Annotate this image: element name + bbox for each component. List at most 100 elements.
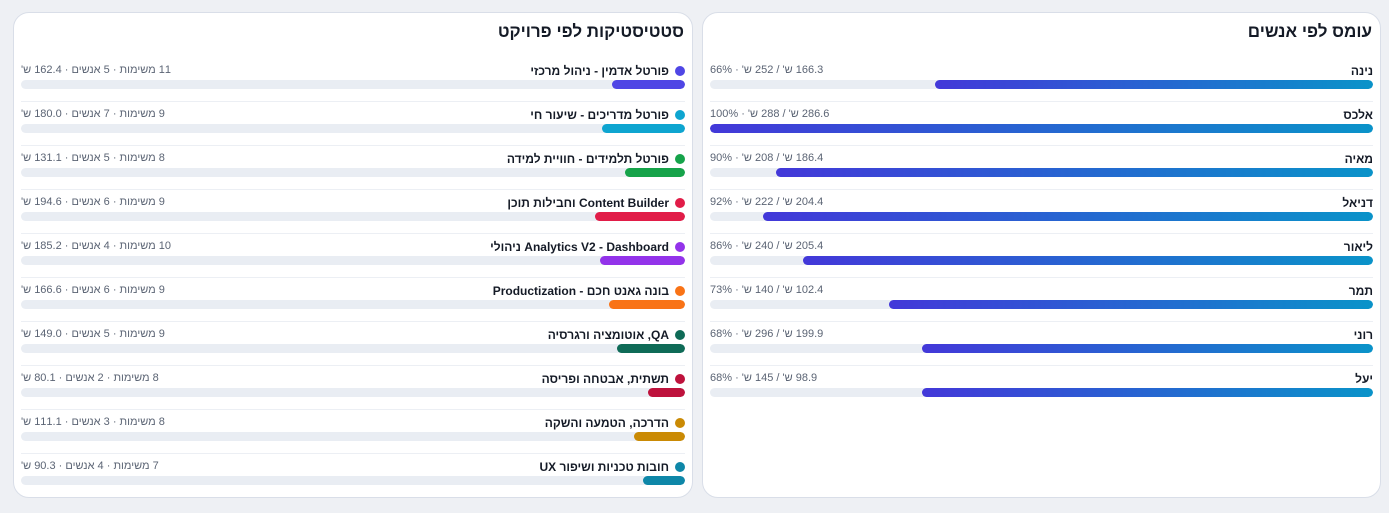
project-progress-fill bbox=[608, 300, 685, 309]
person-load-track bbox=[710, 344, 1373, 353]
person-row[interactable]: נינה 166.3 ש' / 252 ש' · 66% bbox=[710, 58, 1373, 102]
project-color-dot bbox=[675, 330, 685, 340]
person-name: יעל bbox=[1355, 372, 1373, 386]
project-progress-track bbox=[21, 80, 685, 89]
person-stats: 186.4 ש' / 208 ש' · 90% bbox=[710, 152, 824, 164]
project-row[interactable]: QA, אוטומציה ורגרסיה 9 משימות · 5 אנשים … bbox=[21, 322, 685, 366]
project-progress-track bbox=[21, 388, 685, 397]
project-row[interactable]: פורטל תלמידים - חוויית למידה 8 משימות · … bbox=[21, 146, 685, 190]
project-progress-fill bbox=[643, 476, 685, 485]
project-name: בונה גאנט חכם - Productization bbox=[492, 284, 669, 298]
person-name: נינה bbox=[1350, 64, 1373, 78]
project-row[interactable]: Content Builder וחבילות תוכן 9 משימות · … bbox=[21, 190, 685, 234]
project-color-dot bbox=[675, 198, 685, 208]
project-name: פורטל אדמין - ניהול מרכזי bbox=[530, 64, 669, 78]
person-load-track bbox=[710, 388, 1373, 397]
project-stats-panel: סטטיסטיקות לפי פרויקט פורטל אדמין - ניהו… bbox=[13, 12, 693, 498]
people-load-title: עומס לפי אנשים bbox=[1247, 22, 1372, 41]
project-stats: 10 משימות · 4 אנשים · 185.2 ש' bbox=[21, 240, 171, 252]
person-load-track bbox=[710, 256, 1373, 265]
project-name: Analytics V2 - Dashboard ניהולי bbox=[490, 240, 669, 254]
project-name: Content Builder וחבילות תוכן bbox=[507, 196, 669, 210]
project-row[interactable]: פורטל אדמין - ניהול מרכזי 11 משימות · 5 … bbox=[21, 58, 685, 102]
project-progress-track bbox=[21, 476, 685, 485]
project-color-dot bbox=[675, 242, 685, 252]
person-stats: 166.3 ש' / 252 ש' · 66% bbox=[710, 64, 824, 76]
project-progress-track bbox=[21, 124, 685, 133]
project-color-dot bbox=[675, 110, 685, 120]
person-row[interactable]: רוני 199.9 ש' / 296 ש' · 68% bbox=[710, 322, 1373, 366]
project-stats: 9 משימות · 5 אנשים · 149.0 ש' bbox=[21, 328, 165, 340]
project-row[interactable]: Analytics V2 - Dashboard ניהולי 10 משימו… bbox=[21, 234, 685, 278]
person-load-fill bbox=[776, 168, 1373, 177]
person-stats: 204.4 ש' / 222 ש' · 92% bbox=[710, 196, 824, 208]
project-progress-track bbox=[21, 212, 685, 221]
project-name: פורטל מדריכים - שיעור חי bbox=[530, 108, 669, 122]
project-stats: 8 משימות · 5 אנשים · 131.1 ש' bbox=[21, 152, 165, 164]
person-stats: 98.9 ש' / 145 ש' · 68% bbox=[710, 372, 818, 384]
project-name: QA, אוטומציה ורגרסיה bbox=[547, 328, 669, 342]
person-load-fill bbox=[710, 124, 1373, 133]
project-progress-fill bbox=[611, 80, 685, 89]
person-load-fill bbox=[935, 80, 1373, 89]
project-stats: 9 משימות · 7 אנשים · 180.0 ש' bbox=[21, 108, 165, 120]
person-row[interactable]: אלכס 286.6 ש' / 288 ש' · 100% bbox=[710, 102, 1373, 146]
person-row[interactable]: תמר 102.4 ש' / 140 ש' · 73% bbox=[710, 278, 1373, 322]
person-name: תמר bbox=[1348, 284, 1373, 298]
project-color-dot bbox=[675, 462, 685, 472]
project-stats-title: סטטיסטיקות לפי פרויקט bbox=[497, 22, 684, 41]
project-stats: 11 משימות · 5 אנשים · 162.4 ש' bbox=[21, 64, 171, 76]
project-color-dot bbox=[675, 418, 685, 428]
person-name: מאיה bbox=[1344, 152, 1373, 166]
project-progress-fill bbox=[633, 432, 685, 441]
people-load-panel: עומס לפי אנשים נינה 166.3 ש' / 252 ש' · … bbox=[702, 12, 1381, 498]
person-load-fill bbox=[922, 388, 1373, 397]
project-stats: 8 משימות · 2 אנשים · 80.1 ש' bbox=[21, 372, 159, 384]
project-name: חובות טכניות ושיפור UX bbox=[539, 460, 669, 474]
project-list: פורטל אדמין - ניהול מרכזי 11 משימות · 5 … bbox=[21, 58, 685, 498]
person-stats: 199.9 ש' / 296 ש' · 68% bbox=[710, 328, 824, 340]
project-stats: 8 משימות · 3 אנשים · 111.1 ש' bbox=[21, 416, 165, 428]
project-stats: 9 משימות · 6 אנשים · 194.6 ש' bbox=[21, 196, 165, 208]
person-load-fill bbox=[922, 344, 1373, 353]
project-row[interactable]: תשתית, אבטחה ופריסה 8 משימות · 2 אנשים ·… bbox=[21, 366, 685, 410]
project-progress-track bbox=[21, 344, 685, 353]
project-progress-fill bbox=[647, 388, 685, 397]
person-stats: 205.4 ש' / 240 ש' · 86% bbox=[710, 240, 824, 252]
project-stats: 9 משימות · 6 אנשים · 166.6 ש' bbox=[21, 284, 165, 296]
project-name: תשתית, אבטחה ופריסה bbox=[541, 372, 669, 386]
project-row[interactable]: פורטל מדריכים - שיעור חי 9 משימות · 7 אנ… bbox=[21, 102, 685, 146]
person-stats: 286.6 ש' / 288 ש' · 100% bbox=[710, 108, 830, 120]
project-progress-track bbox=[21, 432, 685, 441]
project-progress-track bbox=[21, 256, 685, 265]
person-name: אלכס bbox=[1343, 108, 1373, 122]
person-load-track bbox=[710, 300, 1373, 309]
person-name: דניאל bbox=[1342, 196, 1373, 210]
project-color-dot bbox=[675, 66, 685, 76]
project-row[interactable]: בונה גאנט חכם - Productization 9 משימות … bbox=[21, 278, 685, 322]
project-row[interactable]: הדרכה, הטמעה והשקה 8 משימות · 3 אנשים · … bbox=[21, 410, 685, 454]
person-load-fill bbox=[889, 300, 1373, 309]
person-name: רוני bbox=[1353, 328, 1373, 342]
project-progress-fill bbox=[602, 124, 685, 133]
person-load-track bbox=[710, 80, 1373, 89]
person-load-fill bbox=[763, 212, 1373, 221]
project-progress-fill bbox=[616, 344, 685, 353]
person-stats: 102.4 ש' / 140 ש' · 73% bbox=[710, 284, 824, 296]
person-row[interactable]: יעל 98.9 ש' / 145 ש' · 68% bbox=[710, 366, 1373, 410]
project-color-dot bbox=[675, 286, 685, 296]
person-load-fill bbox=[802, 256, 1373, 265]
project-progress-fill bbox=[625, 168, 685, 177]
person-load-track bbox=[710, 212, 1373, 221]
person-name: ליאור bbox=[1343, 240, 1373, 254]
project-progress-track bbox=[21, 168, 685, 177]
person-load-track bbox=[710, 168, 1373, 177]
person-row[interactable]: ליאור 205.4 ש' / 240 ש' · 86% bbox=[710, 234, 1373, 278]
person-row[interactable]: מאיה 186.4 ש' / 208 ש' · 90% bbox=[710, 146, 1373, 190]
project-name: פורטל תלמידים - חוויית למידה bbox=[506, 152, 669, 166]
project-color-dot bbox=[675, 154, 685, 164]
person-row[interactable]: דניאל 204.4 ש' / 222 ש' · 92% bbox=[710, 190, 1373, 234]
project-row[interactable]: חובות טכניות ושיפור UX 7 משימות · 4 אנשי… bbox=[21, 454, 685, 498]
people-list: נינה 166.3 ש' / 252 ש' · 66% אלכס 286.6 … bbox=[710, 58, 1373, 410]
project-progress-fill bbox=[595, 212, 685, 221]
